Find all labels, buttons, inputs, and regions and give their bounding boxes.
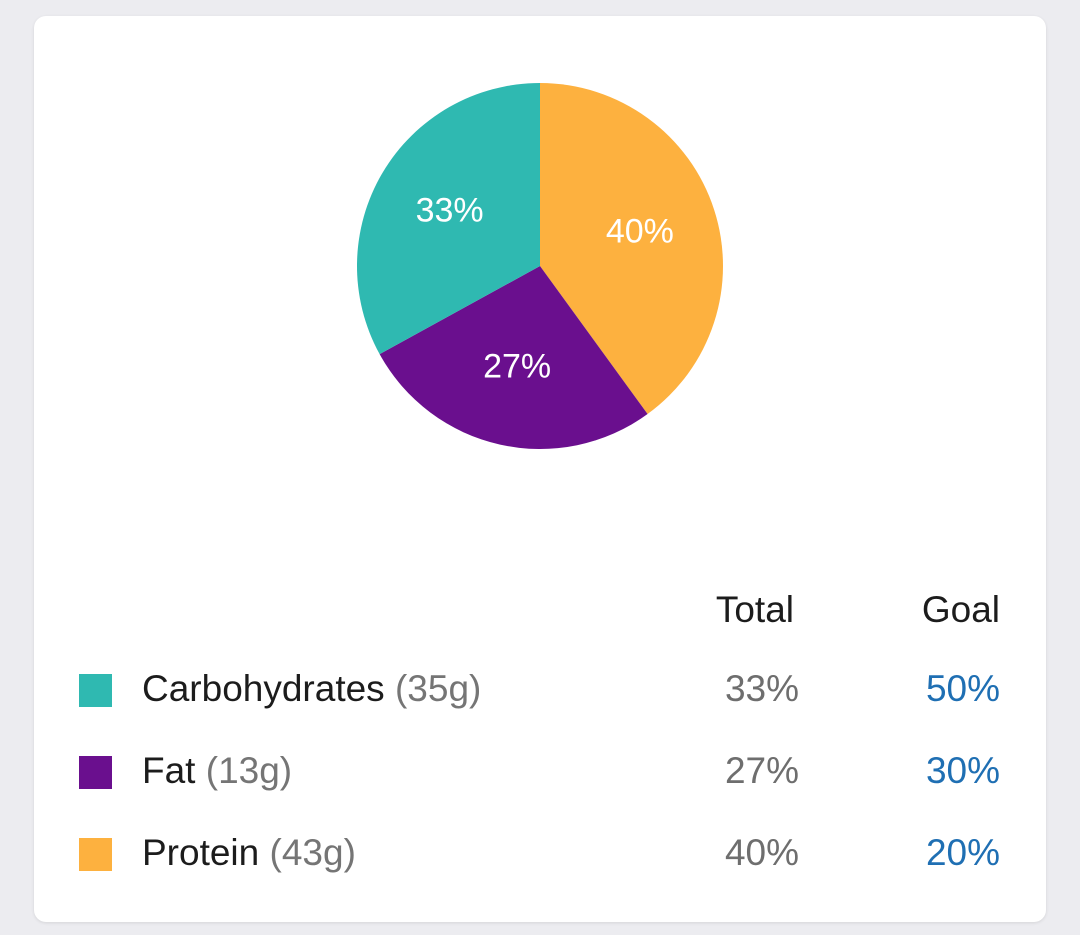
fat-color-swatch — [79, 756, 112, 789]
macro-goal: 20% — [925, 832, 1000, 873]
macro-grams: (35g) — [394, 668, 482, 709]
macro-name: Carbohydrates (35g) — [142, 667, 481, 711]
pie-label-carbohydrates: 33% — [416, 192, 484, 230]
header-total: Total — [715, 589, 794, 630]
macro-grams: (43g) — [269, 832, 356, 873]
macro-goal: 50% — [925, 668, 1000, 709]
macro-total: 40% — [724, 832, 799, 873]
macro-row-protein[interactable]: Protein (43g) 40% 20% — [34, 825, 1046, 885]
macro-total: 27% — [724, 750, 799, 791]
macro-name-label: Fat — [142, 750, 196, 791]
macro-row-carbohydrates[interactable]: Carbohydrates (35g) 33% 50% — [34, 661, 1046, 721]
pie-label-fat: 27% — [483, 347, 551, 385]
header-goal: Goal — [921, 589, 1000, 630]
macro-name-label: Protein — [142, 832, 260, 873]
macro-grams: (13g) — [205, 750, 293, 791]
macro-goal: 30% — [925, 750, 1000, 791]
pie-slice-protein — [540, 83, 723, 415]
macro-name: Fat (13g) — [142, 749, 292, 793]
pie-label-protein: 40% — [606, 213, 674, 251]
pie-slice-fat — [379, 266, 648, 449]
macro-row-fat[interactable]: Fat (13g) 27% 30% — [34, 743, 1046, 803]
protein-color-swatch — [79, 838, 112, 871]
pie-slice-carbohydrates — [356, 83, 540, 355]
carbohydrates-color-swatch — [79, 674, 112, 707]
macro-total: 33% — [724, 668, 799, 709]
macros-card: 40% 27% 33% Total Goal Carbohydrates (35g)… — [34, 16, 1046, 922]
macro-name-label: Carbohydrates — [142, 668, 385, 709]
macro-name: Protein (43g) — [142, 831, 356, 875]
macros-pie-chart: 40% 27% 33% — [356, 83, 723, 449]
